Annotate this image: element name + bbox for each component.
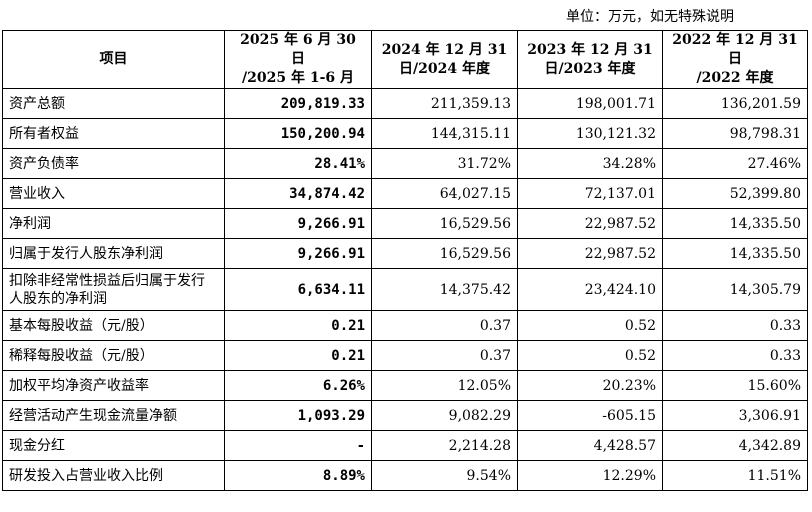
row-label: 所有者权益 (2, 118, 225, 149)
cell-value: 130,121.32 (517, 118, 663, 149)
cell-value: 12.29% (517, 460, 663, 491)
header-2022: 2022 年 12 月 31 日 /2022 年度 (662, 30, 808, 89)
cell-value: 12.05% (371, 370, 518, 401)
cell-value: 23,424.10 (517, 268, 663, 311)
cell-value: 0.37 (371, 310, 518, 341)
table-row: 净利润 9,266.91 16,529.56 22,987.52 14,335.… (2, 208, 808, 239)
cell-value: 9,266.91 (224, 238, 372, 269)
cell-value: 64,027.15 (371, 178, 518, 209)
cell-value: 0.52 (517, 340, 663, 371)
cell-value: 14,305.79 (662, 268, 808, 311)
header-2025h1: 2025 年 6 月 30 日 /2025 年 1-6 月 (224, 30, 372, 89)
cell-value: 9.54% (371, 460, 518, 491)
cell-value: 20.23% (517, 370, 663, 401)
row-label: 净利润 (2, 208, 225, 239)
cell-value: -605.15 (517, 400, 663, 431)
header-2023: 2023 年 12 月 31 日/2023 年度 (517, 30, 663, 89)
cell-value: 15.60% (662, 370, 808, 401)
header-item: 项目 (2, 30, 225, 89)
table-row: 基本每股收益（元/股） 0.21 0.37 0.52 0.33 (2, 310, 808, 341)
cell-value: 211,359.13 (371, 88, 518, 119)
cell-value: 0.21 (224, 340, 372, 371)
table-row: 归属于发行人股东净利润 9,266.91 16,529.56 22,987.52… (2, 238, 808, 269)
cell-value: 34.28% (517, 148, 663, 179)
cell-value: 4,428.57 (517, 430, 663, 461)
row-label: 扣除非经常性损益后归属于发行人股东的净利润 (2, 268, 225, 311)
table-row: 资产负债率 28.41% 31.72% 34.28% 27.46% (2, 148, 808, 179)
cell-value: - (224, 430, 372, 461)
header-item-label: 项目 (99, 51, 128, 67)
cell-value: 6.26% (224, 370, 372, 401)
table-row: 所有者权益 150,200.94 144,315.11 130,121.32 9… (2, 118, 808, 149)
table-row: 扣除非经常性损益后归属于发行人股东的净利润 6,634.11 14,375.42… (2, 268, 808, 311)
row-label: 经营活动产生现金流量净额 (2, 400, 225, 431)
cell-value: 0.37 (371, 340, 518, 371)
cell-value: 22,987.52 (517, 238, 663, 269)
cell-value: 14,335.50 (662, 208, 808, 239)
cell-value: 0.33 (662, 310, 808, 341)
cell-value: 3,306.91 (662, 400, 808, 431)
header-2025h1-line2: /2025 年 1-6 月 (242, 70, 354, 86)
table-row: 经营活动产生现金流量净额 1,093.29 9,082.29 -605.15 3… (2, 400, 808, 431)
row-label: 基本每股收益（元/股） (2, 310, 225, 341)
table-row: 研发投入占营业收入比例 8.89% 9.54% 12.29% 11.51% (2, 460, 808, 491)
cell-value: 9,082.29 (371, 400, 518, 431)
financial-summary-table: 项目 2025 年 6 月 30 日 /2025 年 1-6 月 2024 年 … (2, 30, 808, 491)
cell-value: 16,529.56 (371, 238, 518, 269)
unit-note: 单位：万元，如无特殊说明 (566, 9, 734, 25)
table-row: 资产总额 209,819.33 211,359.13 198,001.71 13… (2, 88, 808, 119)
header-2023-line2: 日/2023 年度 (544, 60, 636, 77)
cell-value: 11.51% (662, 460, 808, 491)
cell-value: 28.41% (224, 148, 372, 179)
header-2022-line2: /2022 年度 (696, 70, 774, 86)
header-2024-line1: 2024 年 12 月 31 (381, 41, 508, 58)
cell-value: 2,214.28 (371, 430, 518, 461)
header-2023-line1: 2023 年 12 月 31 (527, 41, 653, 58)
cell-value: 0.52 (517, 310, 663, 341)
cell-value: 16,529.56 (371, 208, 518, 239)
row-label: 现金分红 (2, 430, 225, 461)
row-label: 资产总额 (2, 88, 225, 119)
table-row: 加权平均净资产收益率 6.26% 12.05% 20.23% 15.60% (2, 370, 808, 401)
header-2022-line1: 2022 年 12 月 31 日 (672, 32, 798, 67)
table-row: 稀释每股收益（元/股） 0.21 0.37 0.52 0.33 (2, 340, 808, 371)
cell-value: 209,819.33 (224, 88, 372, 119)
cell-value: 6,634.11 (224, 268, 372, 311)
cell-value: 22,987.52 (517, 208, 663, 239)
cell-value: 144,315.11 (371, 118, 518, 149)
cell-value: 9,266.91 (224, 208, 372, 239)
cell-value: 4,342.89 (662, 430, 808, 461)
cell-value: 136,201.59 (662, 88, 808, 119)
row-label: 营业收入 (2, 178, 225, 209)
header-2024-line2: 日/2024 年度 (399, 60, 490, 77)
cell-value: 198,001.71 (517, 88, 663, 119)
cell-value: 31.72% (371, 148, 518, 179)
cell-value: 72,137.01 (517, 178, 663, 209)
cell-value: 14,375.42 (371, 268, 518, 311)
table-row: 营业收入 34,874.42 64,027.15 72,137.01 52,39… (2, 178, 808, 209)
header-2024: 2024 年 12 月 31 日/2024 年度 (371, 30, 518, 89)
cell-value: 0.33 (662, 340, 808, 371)
row-label: 加权平均净资产收益率 (2, 370, 225, 401)
row-label: 归属于发行人股东净利润 (2, 238, 225, 269)
row-label: 稀释每股收益（元/股） (2, 340, 225, 371)
cell-value: 1,093.29 (224, 400, 372, 431)
cell-value: 14,335.50 (662, 238, 808, 269)
cell-value: 150,200.94 (224, 118, 372, 149)
cell-value: 27.46% (662, 148, 808, 179)
row-label: 研发投入占营业收入比例 (2, 460, 225, 491)
table-row: 现金分红 - 2,214.28 4,428.57 4,342.89 (2, 430, 808, 461)
table-header-row: 项目 2025 年 6 月 30 日 /2025 年 1-6 月 2024 年 … (2, 30, 808, 89)
cell-value: 98,798.31 (662, 118, 808, 149)
cell-value: 8.89% (224, 460, 372, 491)
cell-value: 34,874.42 (224, 178, 372, 209)
cell-value: 0.21 (224, 310, 372, 341)
cell-value: 52,399.80 (662, 178, 808, 209)
header-2025h1-line1: 2025 年 6 月 30 日 (240, 32, 356, 67)
row-label: 资产负债率 (2, 148, 225, 179)
